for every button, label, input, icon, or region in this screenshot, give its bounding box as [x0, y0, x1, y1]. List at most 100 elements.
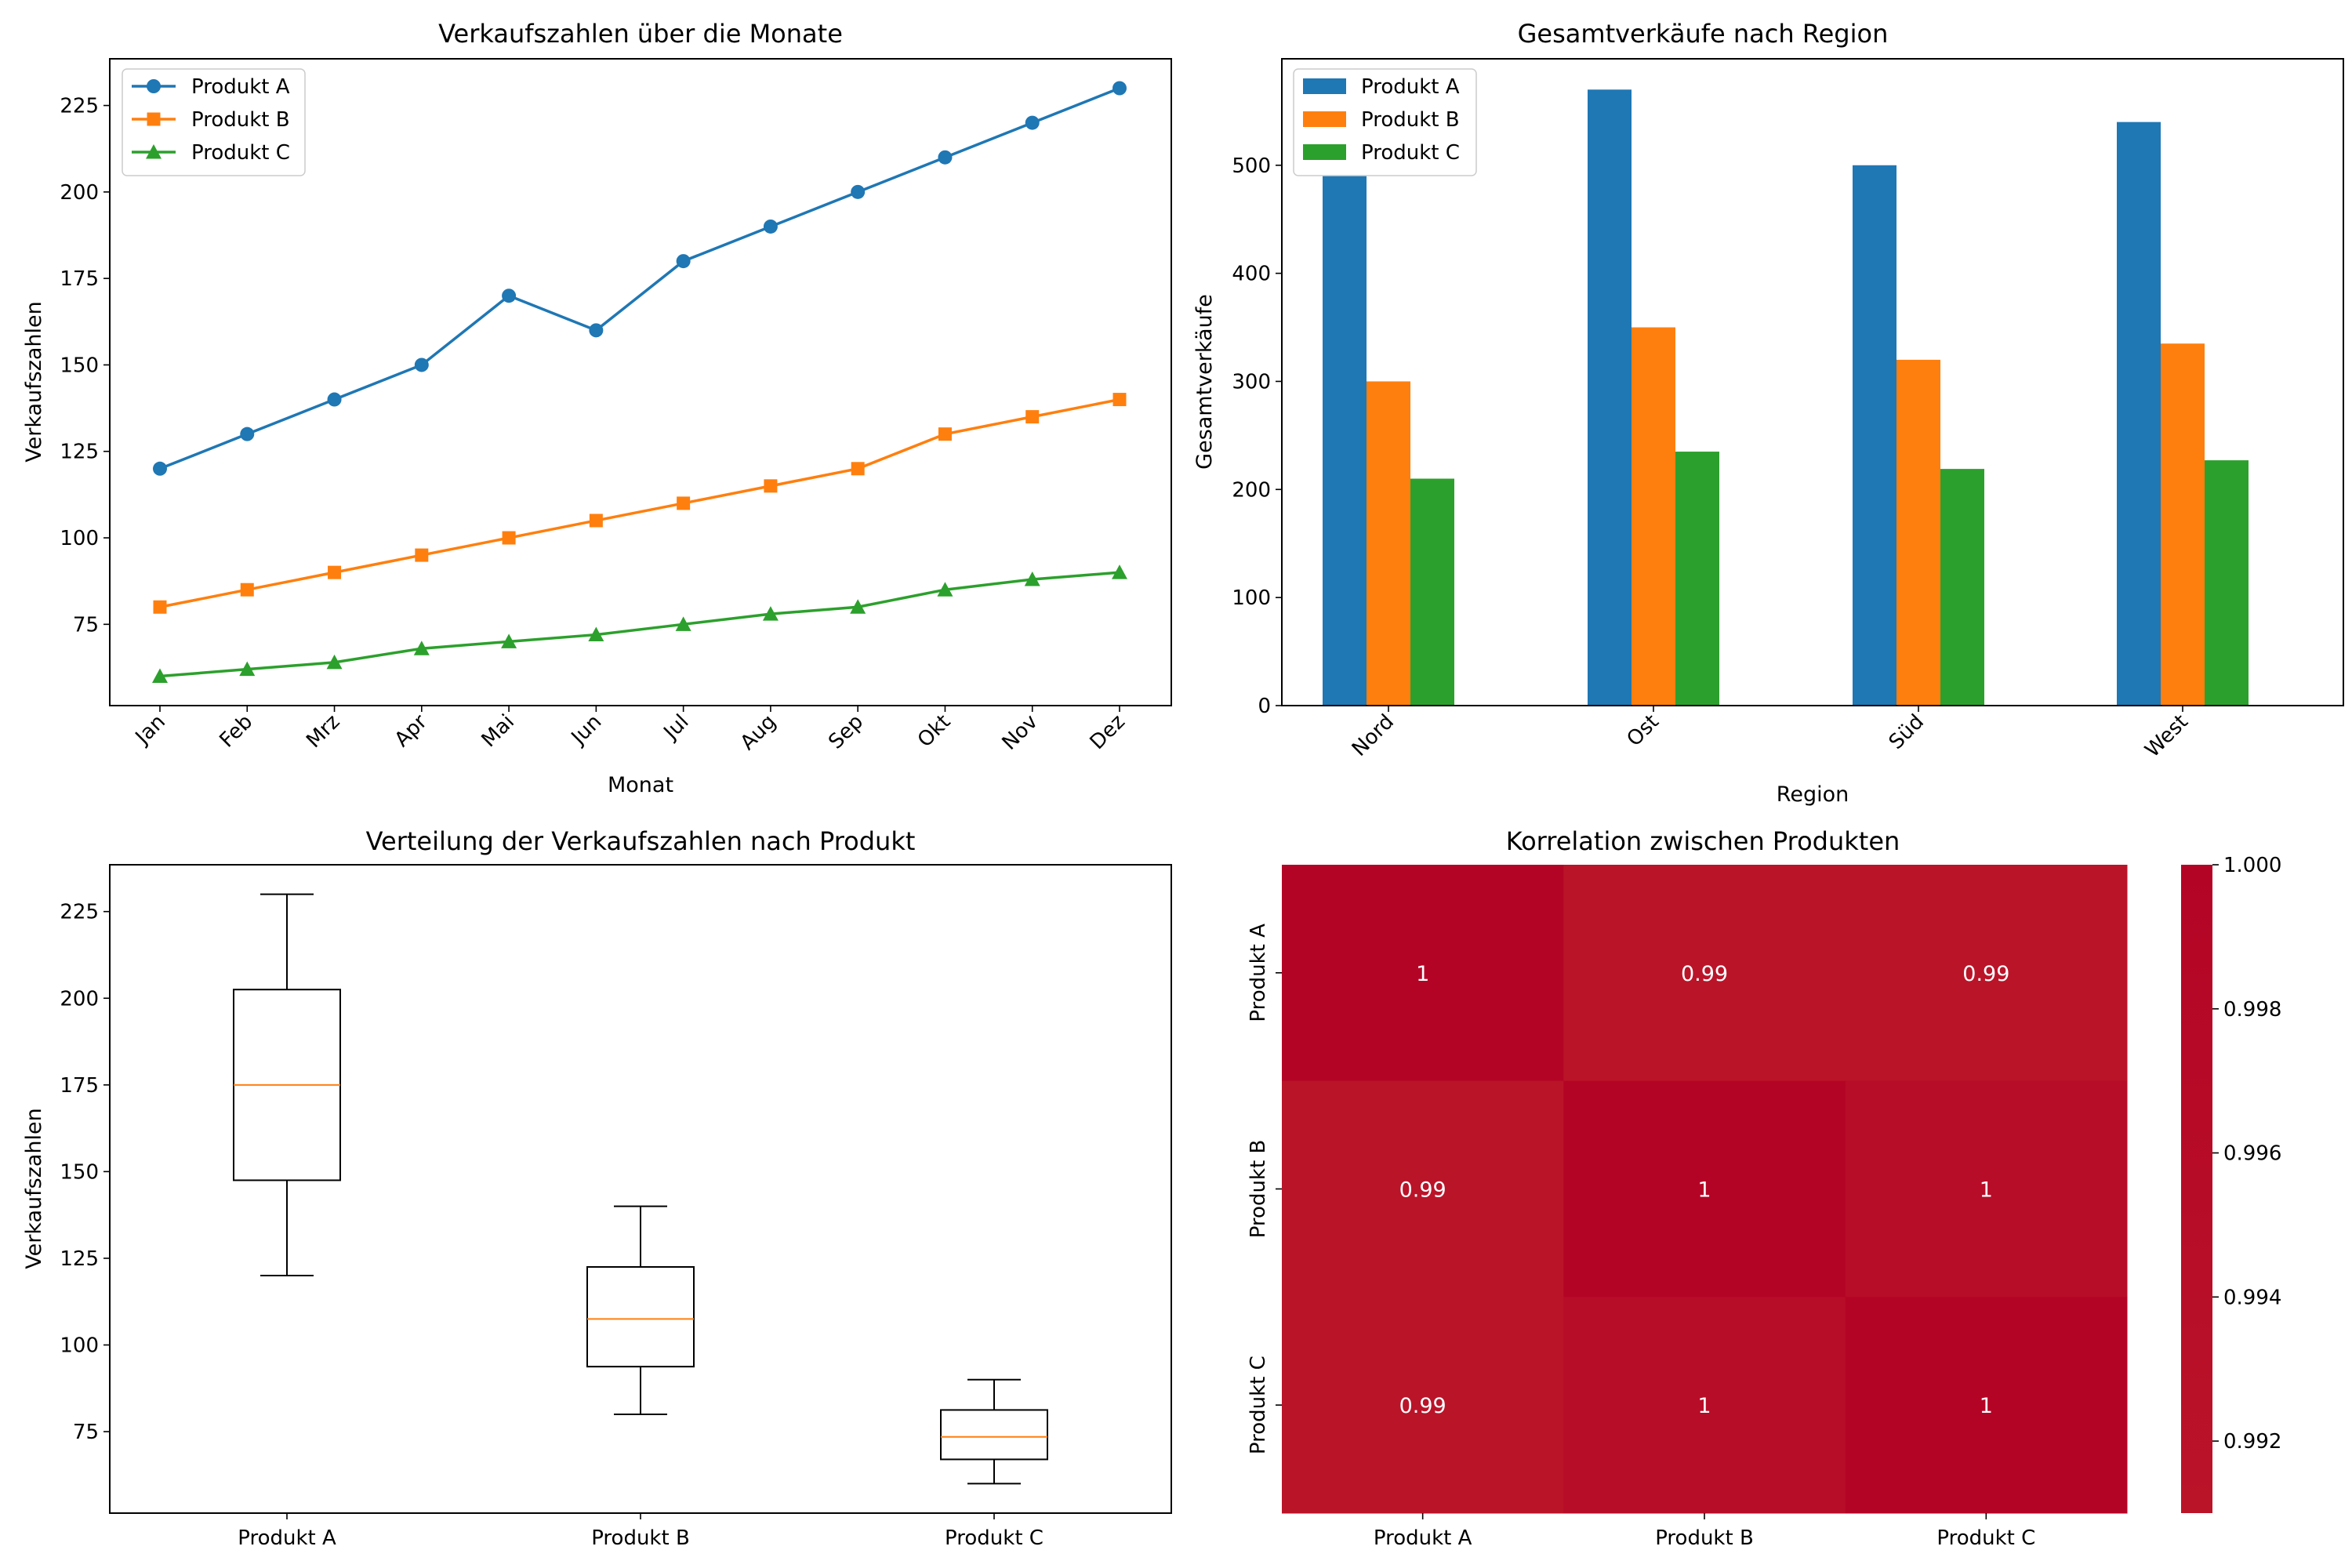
colorbar-tick-label: 0.998	[2223, 998, 2281, 1022]
legend-marker-produkt-b	[147, 112, 161, 126]
data-point-produkt-b	[677, 496, 691, 510]
line-chart-x-tick-label: Jan	[130, 710, 170, 750]
heatmap-cell-label: 0.99	[1399, 1394, 1446, 1418]
colorbar-tick-label: 0.992	[2223, 1430, 2281, 1454]
bar-chart-legend: Produkt A Produkt B Produkt C	[1293, 68, 1477, 176]
legend-swatch-produkt-c	[1303, 144, 1346, 160]
data-point-produkt-b	[1025, 410, 1040, 424]
bar-produkt-b-ost	[1632, 327, 1675, 706]
colorbar-tick-label: 0.994	[2223, 1286, 2281, 1309]
bar-produkt-c-süd	[1940, 469, 1984, 706]
line-chart-y-tick-label: 100	[60, 527, 99, 550]
bar-chart-y-tick-label: 300	[1232, 370, 1271, 394]
line-chart-y-tick-label: 75	[73, 613, 99, 637]
line-chart-x-tick-label: Okt	[913, 710, 956, 753]
line-chart-x-tick-label: Feb	[215, 710, 257, 753]
box-plot-y-tick-label: 125	[60, 1247, 99, 1271]
data-point-produkt-b	[764, 479, 778, 493]
data-point-produkt-b	[502, 531, 516, 545]
bar-chart-y-tick-label: 100	[1232, 586, 1271, 610]
heatmap-title: Korrelation zwischen Produkten	[1506, 826, 1900, 856]
box-plot-y-tick-label: 200	[60, 987, 99, 1011]
legend-label-produkt-b: Produkt B	[191, 108, 290, 132]
heatmap-x-tick-label: Produkt C	[1936, 1526, 2035, 1550]
heatmap-cell-label: 0.99	[1962, 962, 2009, 986]
bar-chart-panel: Gesamtverkäufe nach Region Nord Ost Süd Wes…	[1192, 19, 2344, 807]
line-chart-frame	[109, 58, 1172, 706]
heatmap-x-tick-label: Produkt A	[1374, 1526, 1472, 1550]
legend-label-produkt-b: Produkt B	[1361, 108, 1460, 132]
heatmap-cell-label: 0.99	[1681, 962, 1728, 986]
bar-produkt-c-ost	[1675, 452, 1719, 706]
data-point-produkt-c	[937, 582, 953, 597]
box-produkt-c	[940, 1409, 1048, 1461]
line-chart-x-tick-label: Aug	[736, 710, 781, 755]
data-point-produkt-a	[240, 426, 255, 441]
line-chart-x-tick-label: Dez	[1086, 710, 1130, 754]
bar-chart-y-tick-label: 200	[1232, 478, 1271, 502]
data-point-produkt-a	[851, 184, 866, 199]
bar-chart-y-label: Gesamtverkäufe	[1192, 294, 1217, 470]
heatmap-cell-produkt-c-produkt-a	[1282, 1297, 1564, 1514]
line-chart-y-tick-label: 150	[60, 354, 99, 377]
heatmap-cells: 1 0.99 0.99 0.99 1 1 0.99 1 1	[1282, 865, 2128, 1514]
line-chart-x-tick-label: Apr	[390, 710, 432, 752]
bar-chart-x-tick-label: Süd	[1885, 710, 1929, 754]
line-chart-panel: Verkaufszahlen über die Monate Jan Feb Mrz…	[22, 19, 1172, 797]
heatmap-cell-label: 1	[1697, 1394, 1711, 1418]
line-chart-y-tick-label: 225	[60, 95, 99, 118]
heatmap-cell-produkt-b-produkt-a	[1282, 1080, 1564, 1298]
data-point-produkt-b	[415, 548, 429, 562]
data-point-produkt-a	[153, 461, 167, 476]
heatmap-axes: Produkt A Produkt B Produkt C Produkt A Prod…	[1247, 924, 2035, 1550]
line-chart-x-tick-label: Nov	[998, 710, 1043, 755]
series-line-produkt-b	[159, 397, 1120, 608]
bar-produkt-c-nord	[1410, 478, 1454, 706]
heatmap-cell-produkt-b-produkt-c	[1845, 1080, 2128, 1298]
box-produkt-b	[586, 1266, 695, 1368]
bar-chart-y-tick-label: 500	[1232, 154, 1271, 178]
line-chart-x-label: Monat	[608, 773, 673, 797]
heatmap-cell-produkt-a-produkt-c	[1845, 865, 2128, 1082]
heatmap-panel: Korrelation zwischen Produkten 1 0.99 0.99…	[1247, 826, 2281, 1550]
heatmap-cell-label: 1	[1980, 1394, 1993, 1418]
data-point-produkt-c	[1024, 571, 1040, 586]
heatmap-x-tick-label: Produkt B	[1655, 1526, 1754, 1550]
line-chart-x-tick-label: Mrz	[302, 710, 344, 753]
data-point-produkt-c	[762, 606, 779, 621]
bar-produkt-a-ost	[1588, 89, 1632, 706]
data-point-produkt-a	[676, 254, 691, 269]
data-point-produkt-a	[763, 219, 778, 234]
line-chart-x-tick-label: Jun	[566, 710, 606, 750]
legend-label-produkt-c: Produkt C	[1361, 141, 1460, 165]
legend-label-produkt-c: Produkt C	[191, 141, 290, 165]
box-plot-y-tick-label: 175	[60, 1074, 99, 1098]
series-line-produkt-a	[159, 86, 1120, 470]
heatmap-cell-produkt-a-produkt-a	[1282, 865, 1564, 1082]
box-plot-x-tick-label: Produkt A	[238, 1526, 336, 1550]
data-point-produkt-a	[1025, 115, 1040, 130]
box-plot-title: Verteilung der Verkaufszahlen nach Produ…	[366, 826, 916, 856]
heatmap-cell-label: 1	[1416, 962, 1429, 986]
legend-swatch-produkt-b	[1303, 111, 1346, 127]
data-point-produkt-b	[328, 565, 342, 579]
bar-chart-x-tick-label: West	[2141, 710, 2193, 762]
data-point-produkt-a	[502, 289, 517, 303]
data-point-produkt-c	[239, 661, 256, 677]
bar-produkt-a-west	[2117, 122, 2161, 706]
data-point-produkt-a	[327, 392, 342, 407]
line-chart-y-label: Verkaufszahlen	[22, 301, 46, 463]
data-point-produkt-b	[589, 514, 603, 528]
box-plot-frame	[109, 864, 1172, 1514]
line-chart-legend: Produkt A Produkt B Produkt C	[122, 68, 306, 176]
data-point-produkt-a	[938, 150, 953, 165]
line-chart-y-tick-label: 125	[60, 441, 99, 464]
data-point-produkt-c	[850, 599, 866, 614]
data-point-produkt-c	[675, 616, 691, 631]
heatmap-cell-label: 1	[1697, 1178, 1711, 1203]
line-chart-legend-box	[122, 68, 306, 176]
line-chart-x-tick-label: Jul	[659, 710, 694, 746]
data-point-produkt-c	[326, 654, 343, 670]
series-line-produkt-c	[159, 571, 1120, 678]
